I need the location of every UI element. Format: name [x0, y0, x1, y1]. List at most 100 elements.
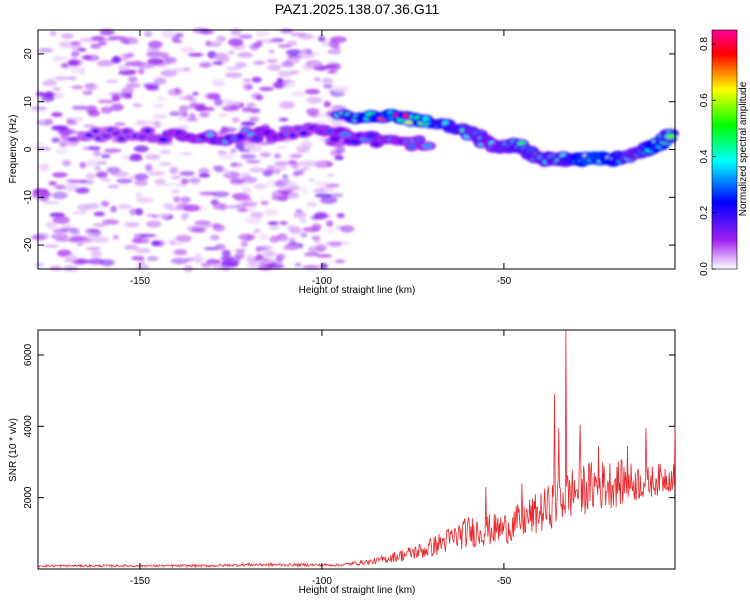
noise-speckle — [192, 91, 199, 96]
snr-series-line — [37, 329, 676, 569]
noise-speckle — [163, 183, 180, 187]
noise-speckle — [323, 228, 335, 234]
noise-speckle — [96, 61, 113, 67]
noise-speckle — [160, 69, 178, 78]
noise-speckle — [100, 200, 110, 207]
noise-speckle — [323, 101, 331, 108]
noise-speckle — [72, 106, 89, 112]
y-tick-label: 0 — [23, 146, 34, 152]
noise-speckle — [208, 39, 222, 48]
noise-speckle — [194, 253, 203, 260]
noise-speckle — [110, 57, 122, 64]
noise-speckle — [278, 117, 289, 122]
noise-speckle — [84, 83, 95, 89]
noise-speckle — [135, 191, 143, 199]
noise-speckle — [78, 179, 95, 184]
noise-speckle — [63, 183, 80, 192]
noise-speckle — [39, 196, 49, 202]
noise-speckle — [124, 62, 137, 67]
noise-speckle — [224, 72, 243, 78]
noise-speckle — [239, 34, 253, 39]
noise-speckle — [111, 94, 121, 102]
noise-speckle — [246, 160, 261, 164]
ridge-core — [111, 131, 122, 136]
noise-speckle — [253, 183, 267, 190]
noise-speckle — [235, 62, 247, 68]
noise-speckle — [121, 87, 134, 95]
noise-speckle — [316, 254, 333, 258]
noise-speckle — [51, 191, 68, 200]
noise-speckle — [177, 112, 185, 121]
noise-speckle — [54, 226, 70, 230]
ridge-core — [421, 143, 433, 149]
noise-speckle — [321, 39, 331, 47]
noise-speckle — [237, 52, 253, 58]
colorbar-tick-label: 0.6 — [699, 93, 710, 107]
noise-speckle — [313, 77, 321, 82]
noise-speckle — [72, 211, 88, 215]
noise-speckle — [67, 76, 77, 81]
noise-speckle — [314, 211, 328, 220]
noise-speckle — [336, 212, 345, 219]
noise-speckle — [100, 154, 111, 159]
noise-speckle — [315, 180, 330, 187]
noise-speckle — [156, 213, 169, 218]
y-tick-label: -20 — [23, 237, 34, 252]
ridge-core — [117, 136, 126, 141]
noise-speckle — [167, 88, 183, 97]
noise-speckle — [71, 51, 80, 57]
noise-speckle — [311, 223, 322, 232]
noise-speckle — [100, 106, 113, 114]
noise-speckle — [69, 45, 84, 51]
noise-speckle — [116, 178, 133, 184]
noise-speckle — [100, 178, 112, 182]
noise-speckle — [267, 221, 279, 226]
noise-speckle — [228, 38, 244, 47]
colorbar-ticks: 0.0 0.2 0.4 0.6 0.8 — [699, 37, 716, 276]
noise-speckle — [326, 60, 336, 66]
noise-speckle — [230, 148, 237, 154]
noise-speckle — [328, 40, 340, 49]
noise-speckle — [171, 175, 182, 180]
noise-speckle — [246, 102, 256, 108]
noise-speckle — [225, 66, 242, 71]
noise-speckle — [256, 39, 264, 45]
noise-speckle — [217, 56, 230, 62]
noise-speckle — [52, 87, 62, 91]
noise-speckle — [83, 123, 95, 129]
noise-speckle — [230, 162, 243, 168]
noise-speckle — [123, 40, 130, 45]
noise-speckle — [45, 221, 57, 229]
noise-speckle — [189, 177, 201, 184]
noise-speckle — [181, 217, 188, 221]
noise-speckle — [240, 153, 257, 160]
noise-speckle — [172, 39, 183, 43]
spectrogram-y-ticks: 20 10 0 -10 -20 — [23, 48, 675, 252]
noise-speckle — [152, 114, 168, 119]
ridge-core — [416, 137, 423, 142]
noise-speckle — [31, 234, 46, 241]
noise-speckle — [325, 64, 338, 69]
noise-speckle — [40, 191, 52, 198]
noise-speckle — [311, 235, 321, 240]
noise-speckle — [76, 242, 84, 247]
noise-speckle — [173, 249, 188, 256]
noise-speckle — [33, 142, 45, 147]
noise-speckle — [271, 81, 287, 89]
snr-x-axis-label: Height of straight line (km) — [299, 585, 416, 596]
noise-speckle — [170, 257, 188, 265]
noise-speckle — [253, 60, 266, 65]
noise-speckle — [221, 249, 231, 257]
noise-speckle — [228, 50, 235, 55]
noise-speckle — [77, 203, 91, 211]
noise-speckle — [289, 153, 303, 158]
noise-speckle — [249, 116, 260, 122]
noise-speckle — [243, 78, 252, 83]
noise-speckle — [48, 77, 55, 84]
noise-speckle — [110, 171, 129, 177]
ridge-core — [144, 128, 151, 134]
noise-speckle — [87, 110, 100, 117]
noise-speckle — [39, 163, 50, 172]
noise-speckle — [110, 205, 118, 213]
